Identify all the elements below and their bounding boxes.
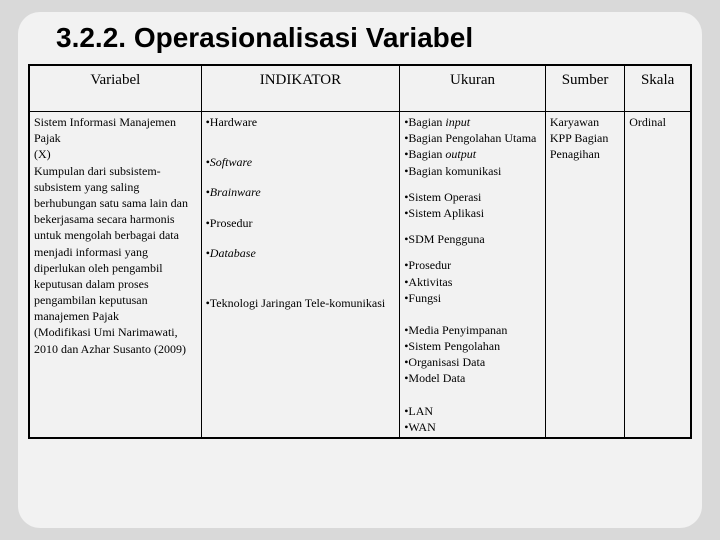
variabel-symbol: (X) — [34, 147, 51, 161]
variabel-source: (Modifikasi Umi Narimawati, 2010 dan Azh… — [34, 325, 186, 355]
cell-sumber: Karyawan KPP Bagian Penagihan — [545, 112, 624, 439]
header-skala: Skala — [625, 65, 691, 112]
skala-text: Ordinal — [629, 115, 666, 129]
indikator-item: •Prosedur — [206, 215, 396, 231]
table-header-row: Variabel INDIKATOR Ukuran Sumber Skala — [29, 65, 691, 112]
variabel-desc: Kumpulan dari subsistem-subsistem yang s… — [34, 164, 188, 324]
ukuran-item: •Prosedur — [404, 257, 541, 273]
indikator-item: •Database — [206, 245, 396, 261]
variabel-name: Sistem Informasi Manajemen Pajak — [34, 115, 176, 145]
cell-indikator: •Hardware •Software •Brainware •Prosedur… — [201, 112, 400, 439]
ukuran-group: •Sistem Operasi •Sistem Aplikasi — [404, 189, 541, 221]
ukuran-group: •SDM Pengguna — [404, 231, 541, 247]
cell-variabel: Sistem Informasi Manajemen Pajak (X) Kum… — [29, 112, 201, 439]
ukuran-item: •Organisasi Data — [404, 354, 541, 370]
sumber-text: Karyawan KPP Bagian Penagihan — [550, 115, 609, 161]
header-sumber: Sumber — [545, 65, 624, 112]
ukuran-item: •Sistem Pengolahan — [404, 338, 541, 354]
header-variabel: Variabel — [29, 65, 201, 112]
ukuran-item: •SDM Pengguna — [404, 231, 541, 247]
header-ukuran: Ukuran — [400, 65, 546, 112]
indikator-item: •Brainware — [206, 184, 396, 200]
ukuran-item: •Aktivitas — [404, 274, 541, 290]
ukuran-group: •Bagian input •Bagian Pengolahan Utama •… — [404, 114, 541, 179]
ukuran-item: •Bagian Pengolahan Utama — [404, 130, 541, 146]
operationalization-table: Variabel INDIKATOR Ukuran Sumber Skala S… — [28, 64, 692, 439]
slide-container: { "title": "3.2.2. Operasionalisasi Vari… — [18, 12, 702, 528]
header-indikator: INDIKATOR — [201, 65, 400, 112]
ukuran-item: •Bagian output — [404, 146, 541, 162]
ukuran-item: •Media Penyimpanan — [404, 322, 541, 338]
ukuran-group: •Media Penyimpanan •Sistem Pengolahan •O… — [404, 322, 541, 387]
ukuran-item: •Bagian input — [404, 114, 541, 130]
indikator-item: •Hardware — [206, 114, 396, 130]
ukuran-item: •Model Data — [404, 370, 541, 386]
indikator-item: •Software — [206, 154, 396, 170]
ukuran-item: •WAN — [404, 419, 541, 435]
ukuran-group: •LAN •WAN — [404, 403, 541, 435]
ukuran-item: •Fungsi — [404, 290, 541, 306]
ukuran-item: •Sistem Aplikasi — [404, 205, 541, 221]
ukuran-item: •LAN — [404, 403, 541, 419]
ukuran-item: •Sistem Operasi — [404, 189, 541, 205]
table-row: Sistem Informasi Manajemen Pajak (X) Kum… — [29, 112, 691, 439]
page-title: 3.2.2. Operasionalisasi Variabel — [56, 22, 692, 54]
ukuran-group: •Prosedur •Aktivitas •Fungsi — [404, 257, 541, 306]
ukuran-item: •Bagian komunikasi — [404, 163, 541, 179]
cell-skala: Ordinal — [625, 112, 691, 439]
indikator-item: •Teknologi Jaringan Tele-komunikasi — [206, 295, 396, 311]
cell-ukuran: •Bagian input •Bagian Pengolahan Utama •… — [400, 112, 546, 439]
